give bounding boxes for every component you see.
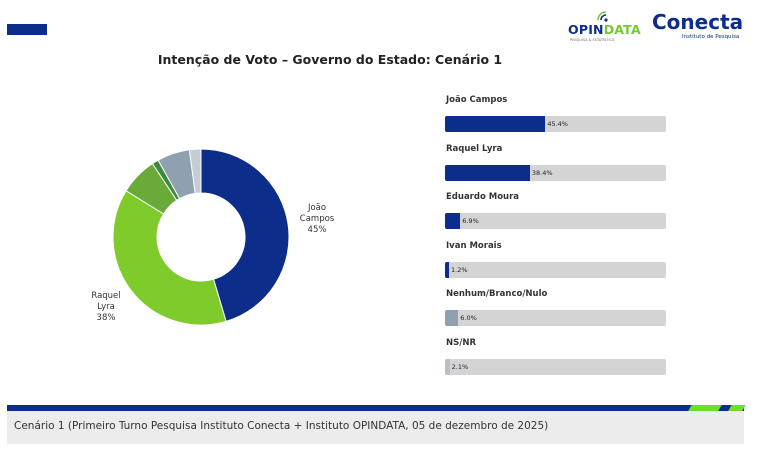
bar-label-nenhum-branco-nulo: Nenhum/Branco/Nulo: [446, 289, 548, 299]
bar-fill-ivan-morais: [445, 261, 449, 278]
opindata-wordmark: OPINDATA: [568, 22, 641, 37]
header-accent-bar: [7, 24, 47, 35]
bar-fill-ns-nr: [445, 358, 450, 375]
bar-track-ivan-morais: 1.2%: [445, 261, 666, 278]
bar-label-ivan-morais: Ivan Morais: [446, 240, 502, 251]
donut-slice-ns-nr: [188, 148, 202, 194]
bar-value-jo-o-campos: 45.4%: [547, 120, 568, 128]
conecta-logo: Conecta Instituto de Pesquisa: [652, 10, 746, 46]
bar-label-raquel-lyra: Raquel Lyra: [446, 143, 503, 154]
opindata-logo: OPINDATA PESQUISA & ESTATÍSTICA: [566, 10, 642, 46]
bar-label-ns-nr: NS/NR: [446, 337, 476, 348]
bar-track-jo-o-campos: 45.4%: [445, 116, 666, 132]
bar-track-ns-nr: 2.1%: [445, 358, 666, 375]
bar-value-raquel-lyra: 38.4%: [531, 168, 553, 177]
bar-track-eduardo-moura: 6.9%: [445, 213, 666, 229]
bar-value-eduardo-moura: 6.9%: [462, 217, 479, 225]
footer-divider: [7, 405, 744, 411]
conecta-tagline: Instituto de Pesquisa: [682, 34, 740, 40]
donut-label-jo-o-campos: João Campos 45%: [300, 203, 335, 235]
opindata-tagline: PESQUISA & ESTATÍSTICA: [570, 38, 615, 42]
caption-box: Cenário 1 (Primeiro Turno Pesquisa Insti…: [7, 411, 744, 444]
bar-label-eduardo-moura: Eduardo Moura: [446, 192, 520, 202]
bar-track-raquel-lyra: 38.4%: [445, 164, 666, 181]
signal-icon: [597, 11, 608, 22]
donut-slice-raquel-lyra: [112, 190, 227, 326]
bar-value-nenhum-branco-nulo: 6.0%: [460, 314, 477, 322]
conecta-wordmark: Conecta: [652, 10, 744, 34]
bar-fill-eduardo-moura: [445, 213, 461, 229]
bar-label-jo-o-campos: João Campos: [446, 95, 508, 105]
donut-label-raquel-lyra: Raquel Lyra 38%: [91, 291, 120, 323]
bar-value-ivan-morais: 1.2%: [451, 265, 468, 274]
chart-title: Intenção de Voto – Governo do Estado: Ce…: [157, 52, 503, 67]
bar-fill-jo-o-campos: [445, 116, 546, 132]
bar-fill-nenhum-branco-nulo: [445, 310, 459, 326]
bar-track-nenhum-branco-nulo: 6.0%: [445, 310, 666, 326]
donut-slice-jo-o-campos: [200, 148, 290, 322]
bar-value-ns-nr: 2.1%: [451, 362, 469, 371]
bar-fill-raquel-lyra: [445, 164, 530, 181]
caption-text: Cenário 1 (Primeiro Turno Pesquisa Insti…: [14, 420, 549, 432]
